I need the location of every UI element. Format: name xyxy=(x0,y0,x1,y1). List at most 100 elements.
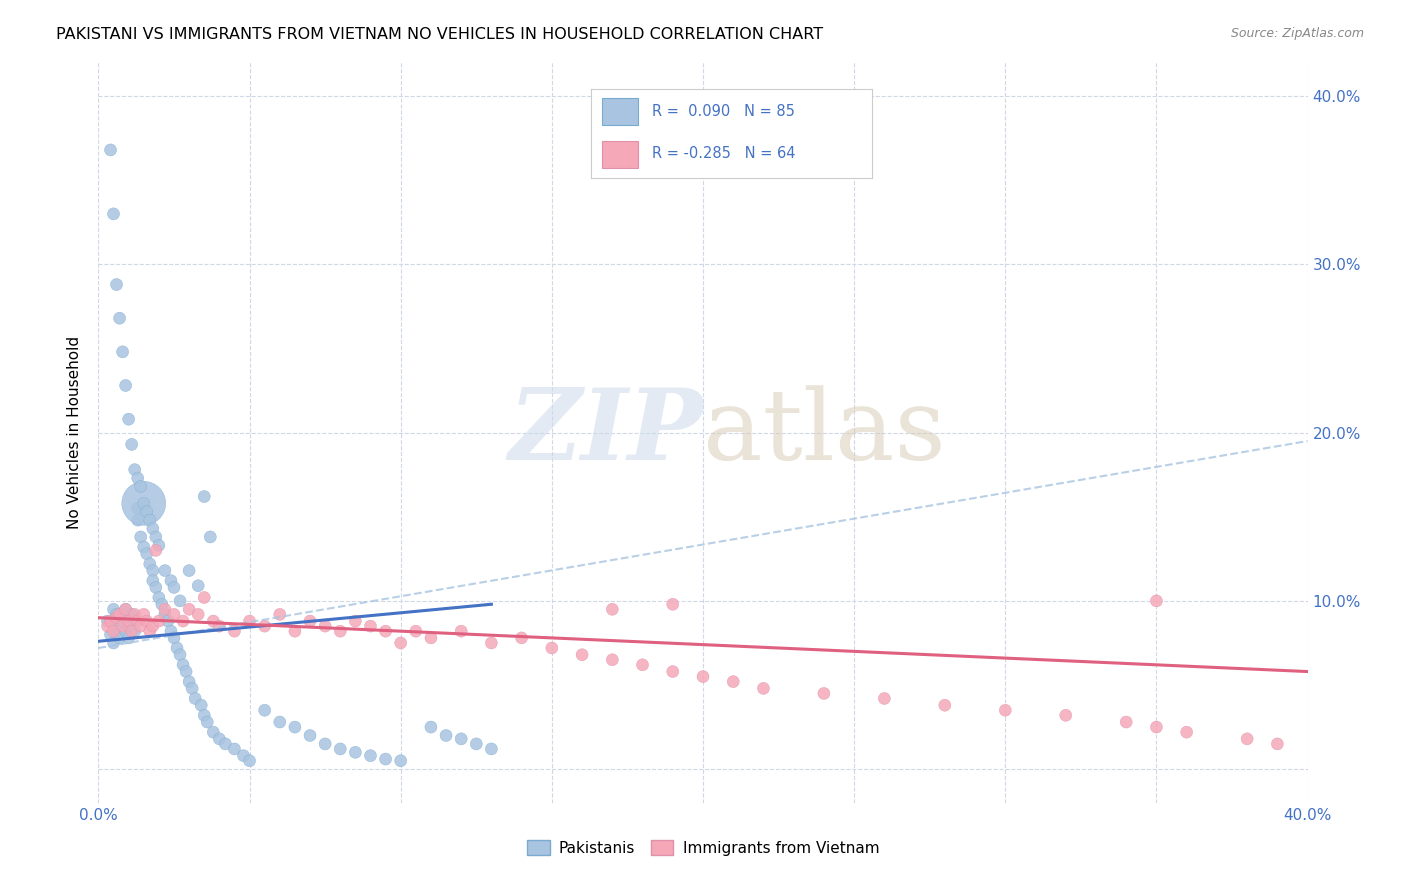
Point xyxy=(160,624,183,639)
Point xyxy=(129,530,152,544)
Point xyxy=(105,607,128,622)
Point xyxy=(994,703,1017,717)
Point xyxy=(139,557,162,571)
Point xyxy=(661,665,683,679)
Point xyxy=(465,737,488,751)
Point xyxy=(329,624,352,639)
Point xyxy=(174,665,197,679)
Point xyxy=(602,602,624,616)
Point xyxy=(108,607,131,622)
Point xyxy=(172,657,194,672)
Point xyxy=(124,607,146,622)
Point xyxy=(142,619,165,633)
Point xyxy=(148,538,170,552)
Point xyxy=(232,748,254,763)
Point xyxy=(314,737,336,751)
Point xyxy=(1236,731,1258,746)
Point xyxy=(124,462,146,476)
Point xyxy=(481,636,503,650)
Point xyxy=(208,731,231,746)
Point xyxy=(148,614,170,628)
Legend: Pakistanis, Immigrants from Vietnam: Pakistanis, Immigrants from Vietnam xyxy=(520,834,886,862)
Text: R = -0.285   N = 64: R = -0.285 N = 64 xyxy=(652,146,796,161)
Point xyxy=(114,602,136,616)
Point xyxy=(692,670,714,684)
Point xyxy=(405,624,427,639)
Point xyxy=(1267,737,1289,751)
Text: Source: ZipAtlas.com: Source: ZipAtlas.com xyxy=(1230,27,1364,40)
Point xyxy=(299,614,322,628)
Bar xyxy=(602,141,638,168)
Point xyxy=(299,729,322,743)
Point xyxy=(344,614,367,628)
Point xyxy=(181,681,204,696)
Point xyxy=(142,522,165,536)
Point xyxy=(132,540,155,554)
Point xyxy=(118,412,141,426)
Text: ZIP: ZIP xyxy=(508,384,703,481)
Point xyxy=(1054,708,1077,723)
Point xyxy=(166,640,188,655)
Bar xyxy=(602,98,638,125)
Point xyxy=(193,708,215,723)
Point xyxy=(813,686,835,700)
Point xyxy=(108,619,131,633)
Point xyxy=(214,737,236,751)
Point xyxy=(184,691,207,706)
Point xyxy=(135,505,157,519)
Point xyxy=(103,207,125,221)
Point xyxy=(129,479,152,493)
Point xyxy=(179,602,201,616)
Point xyxy=(1175,725,1198,739)
Point xyxy=(239,754,262,768)
Point xyxy=(118,614,141,628)
Point xyxy=(284,720,307,734)
Point xyxy=(96,619,118,633)
Point xyxy=(153,564,176,578)
Point xyxy=(253,703,276,717)
Point xyxy=(114,602,136,616)
Point xyxy=(121,607,143,622)
Point xyxy=(111,614,134,628)
Point xyxy=(145,581,167,595)
Point xyxy=(139,513,162,527)
Point xyxy=(111,344,134,359)
Point xyxy=(163,631,186,645)
Point xyxy=(1144,594,1167,608)
Point xyxy=(121,624,143,639)
Point xyxy=(160,574,183,588)
Point xyxy=(208,619,231,633)
Point xyxy=(934,698,956,713)
Point xyxy=(202,725,225,739)
Point xyxy=(420,720,443,734)
Point xyxy=(389,636,412,650)
Point xyxy=(135,614,157,628)
Point xyxy=(105,624,128,639)
Point xyxy=(389,754,412,768)
Point xyxy=(360,748,382,763)
Point xyxy=(481,742,503,756)
Point xyxy=(142,574,165,588)
Point xyxy=(200,530,222,544)
Point xyxy=(190,698,212,713)
Point xyxy=(169,648,191,662)
Point xyxy=(118,619,141,633)
Point xyxy=(269,607,291,622)
Point xyxy=(139,624,162,639)
Point xyxy=(103,636,125,650)
Point xyxy=(163,581,186,595)
Point xyxy=(121,437,143,451)
Point xyxy=(105,610,128,624)
Point xyxy=(873,691,896,706)
Point xyxy=(360,619,382,633)
Point xyxy=(129,619,152,633)
Point xyxy=(148,591,170,605)
Point xyxy=(239,614,262,628)
Point xyxy=(127,614,149,628)
Point xyxy=(723,674,745,689)
Point xyxy=(195,714,218,729)
Point xyxy=(100,614,122,628)
Point xyxy=(114,378,136,392)
Point xyxy=(145,543,167,558)
Point xyxy=(374,624,396,639)
